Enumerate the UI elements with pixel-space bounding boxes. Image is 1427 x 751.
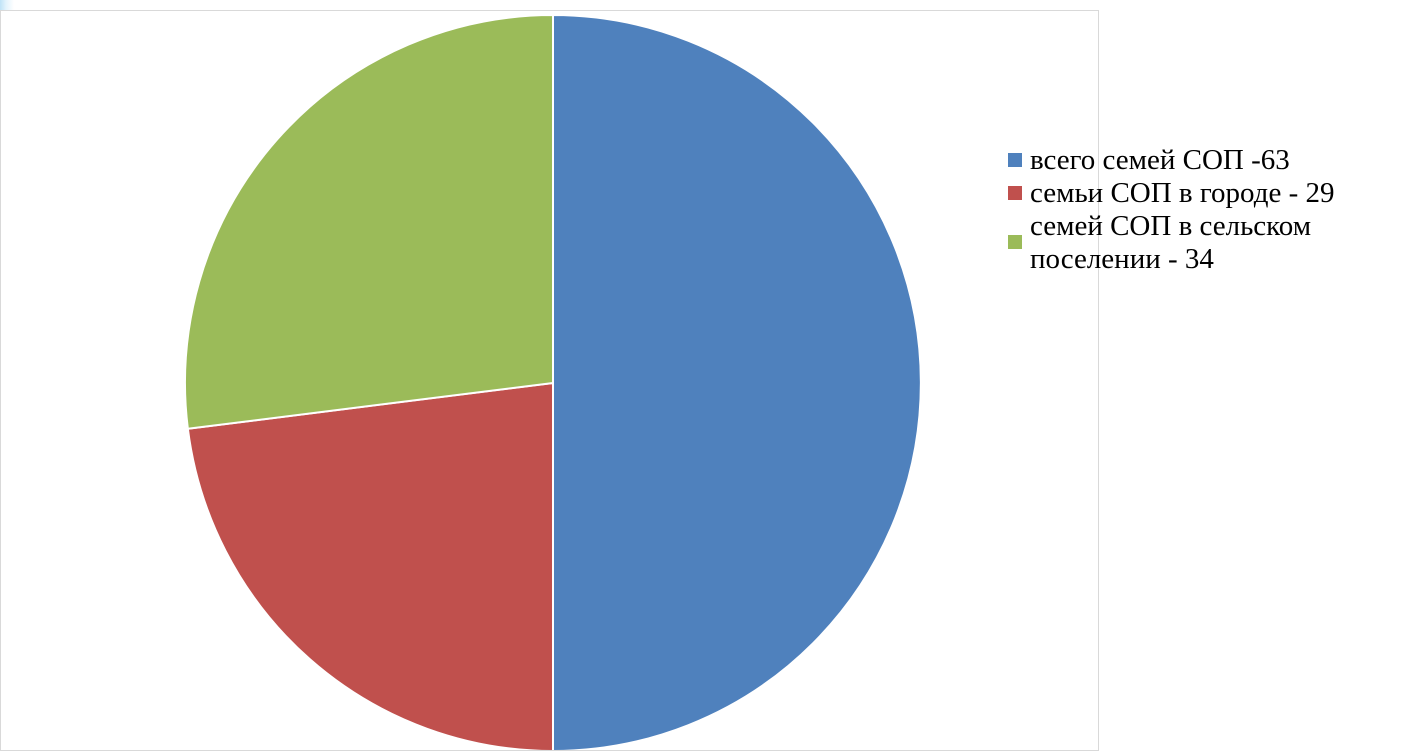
legend-label-rural-line-2: поселении - 34 (1030, 243, 1214, 275)
pie-slice-rural (184, 13, 554, 430)
pie-chart (184, 13, 922, 750)
legend: всего семей СОП -63 семьи СОП в городе -… (1008, 144, 1423, 276)
legend-item-total: всего семей СОП -63 (1008, 144, 1423, 177)
legend-swatch-rural (1008, 235, 1022, 249)
legend-swatch-city (1008, 186, 1022, 200)
legend-item-city: семьи СОП в городе - 29 (1008, 177, 1423, 210)
legend-label-total: всего семей СОП -63 (1030, 144, 1290, 176)
legend-swatch-total (1008, 153, 1022, 167)
legend-label-city: семьи СОП в городе - 29 (1030, 177, 1335, 209)
pie-slice-total (552, 13, 922, 750)
chart-area (0, 10, 1099, 751)
legend-label-rural-line-1: семей СОП в сельском (1030, 210, 1312, 242)
legend-item-rural: семей СОП в сельском поселении - 34 (1008, 210, 1423, 276)
pie-slice-city (186, 381, 554, 750)
